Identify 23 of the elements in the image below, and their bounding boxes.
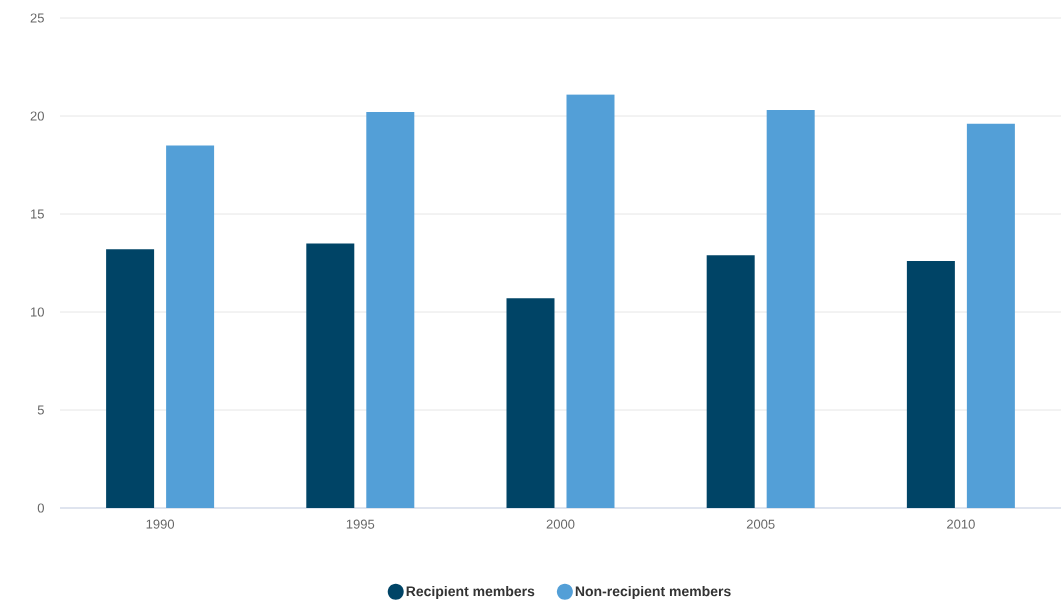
bar xyxy=(506,298,555,508)
y-tick-label: 20 xyxy=(30,111,44,121)
x-tick-label: 1995 xyxy=(346,519,375,529)
bar xyxy=(306,243,355,508)
bar xyxy=(706,255,755,508)
bar xyxy=(766,110,815,508)
x-tick-label: 2000 xyxy=(546,519,575,529)
legend-label: Non-recipient members xyxy=(575,585,731,599)
x-tick-label: 2005 xyxy=(746,519,775,529)
y-tick-label: 15 xyxy=(31,209,44,219)
bar xyxy=(166,145,215,508)
y-tick-label: 0 xyxy=(37,503,44,513)
x-tick-label: 1990 xyxy=(146,519,175,529)
x-tick-label: 2010 xyxy=(947,519,975,529)
legend-label: Recipient members xyxy=(406,585,535,599)
bar xyxy=(566,94,615,508)
bar xyxy=(906,261,955,508)
bar xyxy=(966,123,1015,508)
y-tick-label: 10 xyxy=(31,307,44,317)
bar xyxy=(366,112,415,508)
bar xyxy=(106,249,155,508)
y-tick-label: 5 xyxy=(37,405,44,415)
y-tick-label: 25 xyxy=(30,13,44,23)
